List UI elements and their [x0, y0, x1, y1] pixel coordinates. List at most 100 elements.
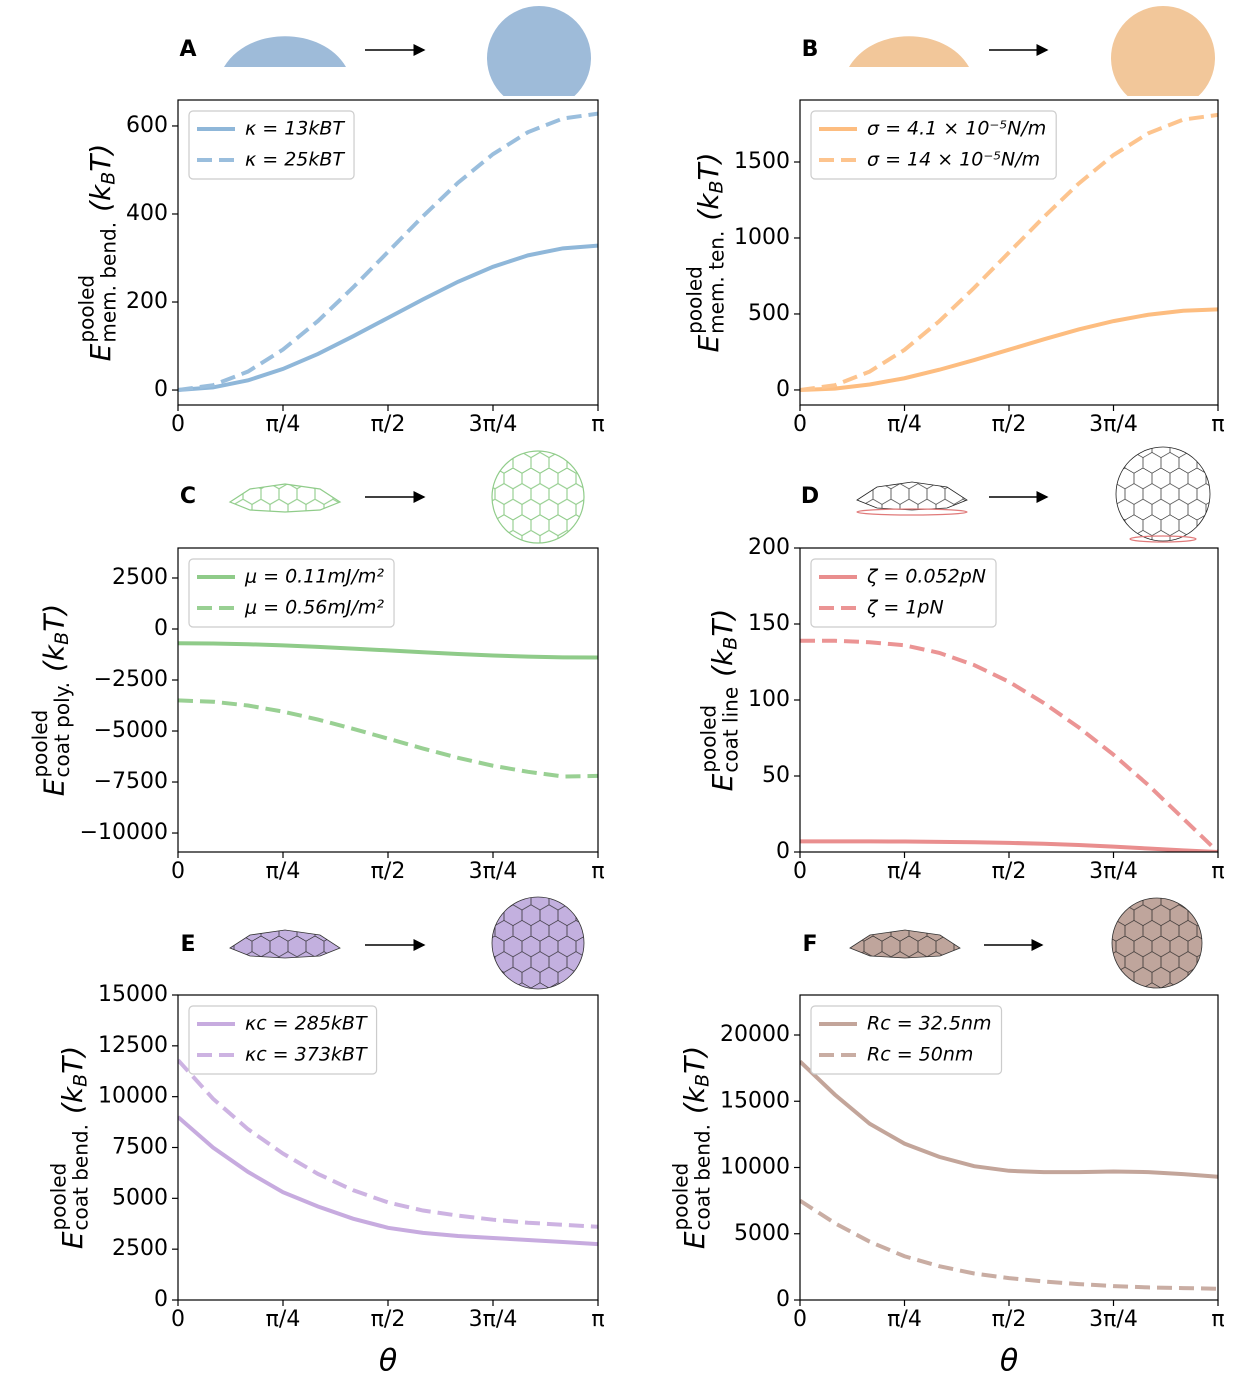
- legend: κc = 285kBT κc = 373kBT: [188, 1005, 378, 1075]
- legend-box: [810, 110, 1057, 180]
- series-line: [800, 839, 1218, 852]
- plot-area: 0 500 1000 1500 0 π/4 π/2 3π/4 π σ = 4.1 × 10⁻⁵N/…: [683, 99, 1225, 437]
- y-label-unit-end: T): [84, 144, 117, 172]
- y-tick-label: 2500: [112, 1236, 168, 1261]
- x-tick-label: π: [591, 412, 604, 437]
- y-label-symbol: E: [692, 335, 725, 353]
- y-label-unit-end: T): [706, 609, 739, 637]
- series-line: [178, 111, 598, 393]
- y-label-unit: (k: [56, 1085, 89, 1114]
- x-tick-label: π/4: [887, 859, 922, 884]
- x-tick-label: 0: [793, 412, 807, 437]
- x-tick-label: π/2: [371, 859, 406, 884]
- x-tick-label: π/2: [992, 859, 1027, 884]
- legend: Rc = 32.5nm Rc = 50nm: [810, 1005, 1003, 1075]
- x-tick-label: 0: [171, 1307, 185, 1332]
- x-tick-label: 0: [793, 1307, 807, 1332]
- y-tick-label: 5000: [734, 1221, 790, 1246]
- x-tick-label: 0: [793, 859, 807, 884]
- y-tick-label: 5000: [112, 1185, 168, 1210]
- y-tick-label: 0: [154, 616, 168, 641]
- icon-row-2: [228, 446, 1211, 544]
- x-tick-label: π: [591, 1307, 604, 1332]
- axes-frame: [799, 99, 1219, 406]
- y-label-superscript: pooled: [683, 266, 707, 334]
- series-line: [800, 307, 1218, 392]
- x-axis-label: θ: [1000, 1344, 1018, 1376]
- x-tick-label: π: [1211, 859, 1224, 884]
- y-label-subscript: mem. bend.: [97, 222, 121, 343]
- y-tick-label: −7500: [94, 769, 168, 794]
- x-tick-label: π/2: [992, 412, 1027, 437]
- legend-label: κ = 13kBT: [245, 118, 345, 140]
- y-tick-label: 0: [776, 377, 790, 402]
- legend-label: κ = 25kBT: [245, 149, 345, 171]
- y-label-symbol: E: [56, 1231, 89, 1249]
- plot-area: 0 2500 5000 7500 10000 12500 15000 0 π/4 π/2 3π/4 π…: [47, 982, 605, 1376]
- series-line: [800, 1060, 1218, 1179]
- panel-label: E: [180, 932, 195, 957]
- icon-row-3: [229, 896, 1203, 990]
- legend: κ = 13kBT κ = 25kBT: [188, 110, 355, 180]
- y-tick-label: 10000: [720, 1155, 790, 1180]
- x-tick-label: π/2: [371, 1307, 406, 1332]
- icon-row-1: [224, 6, 1215, 97]
- y-label-subscript: coat bend.: [691, 1124, 715, 1230]
- y-label-symbol: E: [38, 778, 71, 796]
- legend-label: σ = 4.1 × 10⁻⁵N/m: [867, 118, 1046, 140]
- series-line: [178, 641, 598, 660]
- y-tick-label: 0: [776, 1287, 790, 1312]
- series-line: [800, 112, 1218, 392]
- x-tick-label: 3π/4: [469, 859, 518, 884]
- axes-frame: [799, 994, 1219, 1301]
- plot-area: 0 5000 10000 15000 20000 0 π/4 π/2 3π/4 π Rc = 32.…: [669, 994, 1225, 1376]
- y-label-symbol: E: [84, 343, 117, 361]
- y-label-superscript: pooled: [697, 705, 721, 773]
- legend-box: [810, 1005, 1003, 1075]
- legend-label: ζ = 0.052pN: [866, 566, 986, 588]
- legend-label: ζ = 1pN: [866, 597, 944, 619]
- y-label-unit: (k: [38, 643, 71, 672]
- y-tick-label: −5000: [94, 718, 168, 743]
- legend-label: μ = 0.11mJ/m²: [244, 566, 384, 588]
- x-tick-label: 3π/4: [1089, 859, 1138, 884]
- y-tick-label: 600: [126, 113, 168, 138]
- y-tick-label: −2500: [94, 667, 168, 692]
- x-tick-label: π/4: [887, 412, 922, 437]
- legend-box: [188, 1005, 378, 1075]
- y-label-subscript: coat poly.: [50, 682, 74, 778]
- plot-area: 0 200 400 600 0 π/4 π/2 3π/4 π κ = 13kBT κ = 25kBT…: [75, 99, 605, 437]
- y-tick-label: 15000: [98, 982, 168, 1007]
- series-line: [178, 1058, 598, 1229]
- y-label-unit-subscript: B: [706, 180, 728, 193]
- x-tick-label: π: [1211, 412, 1224, 437]
- series-line: [800, 638, 1218, 852]
- y-label-superscript: pooled: [28, 710, 52, 778]
- x-tick-label: π/4: [266, 859, 301, 884]
- legend-label: μ = 0.56mJ/m²: [244, 597, 384, 619]
- legend: ζ = 0.052pN ζ = 1pN: [810, 558, 997, 628]
- y-tick-label: 1500: [734, 149, 790, 174]
- y-label-subscript: coat line: [719, 687, 743, 773]
- legend-label: κc = 373kBT: [245, 1044, 368, 1066]
- y-label-unit-end: T): [38, 604, 71, 632]
- y-tick-label: 400: [126, 201, 168, 226]
- y-tick-label: 2500: [112, 565, 168, 590]
- x-tick-label: 3π/4: [469, 412, 518, 437]
- axes-frame: [177, 99, 599, 406]
- x-tick-label: 0: [171, 859, 185, 884]
- y-label-unit: (k: [678, 1085, 711, 1114]
- panel-label: D: [801, 484, 819, 509]
- x-tick-label: π/2: [371, 412, 406, 437]
- legend-label: Rc = 50nm: [867, 1044, 973, 1066]
- series-line: [178, 243, 598, 393]
- y-label-superscript: pooled: [47, 1163, 71, 1231]
- y-label-unit-subscript: B: [720, 637, 742, 650]
- y-label-subscript: coat bend.: [69, 1124, 93, 1230]
- y-tick-label: −10000: [80, 820, 168, 845]
